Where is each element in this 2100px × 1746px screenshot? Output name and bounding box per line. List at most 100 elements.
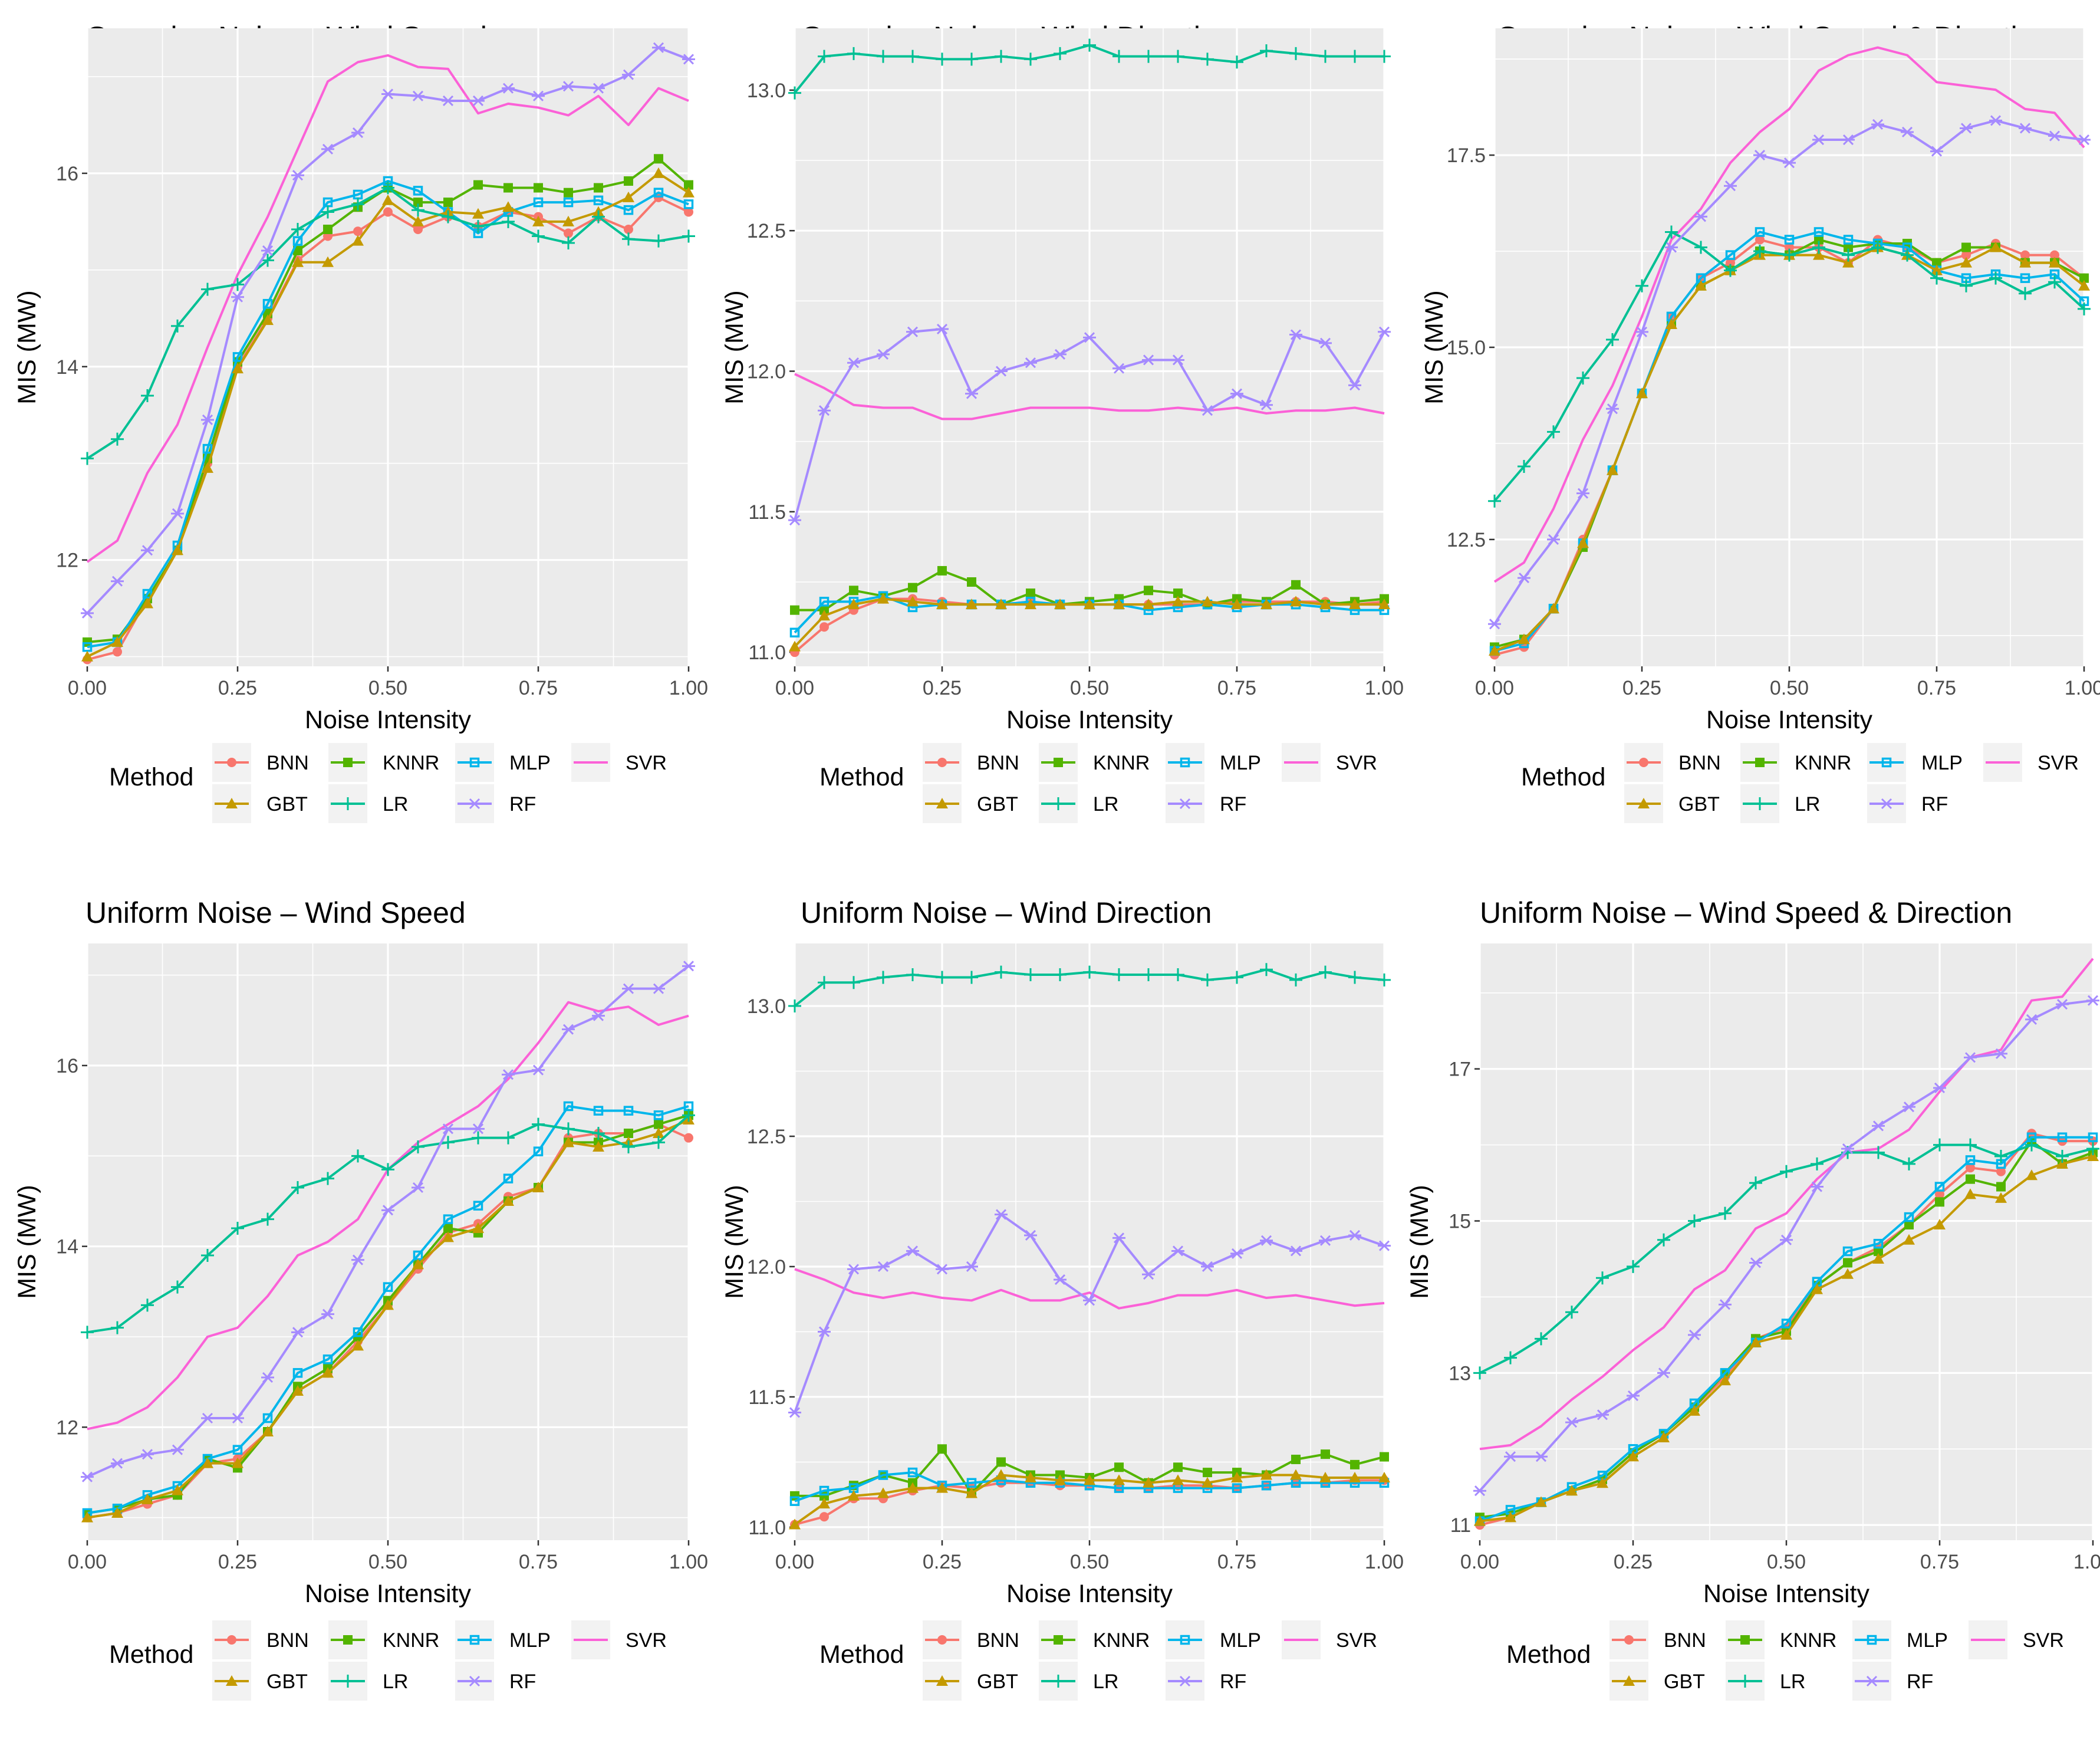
data-point-knnr [1843,1258,1852,1268]
data-point-rf [532,90,545,101]
data-point-gbt [1548,603,1559,614]
data-point-lr [1665,225,1678,239]
data-point-lr [1230,55,1243,69]
data-point-lr [1811,1157,1823,1170]
data-point-rf [682,54,695,65]
data-point-gbt [1202,596,1213,607]
legend-item-bnn: BNN [923,743,1019,782]
data-point-rf [1348,380,1361,391]
data-point-mlp [789,1496,800,1506]
legend-title: Method [819,763,904,791]
data-point-knnr [323,224,333,234]
data-point-lr [1378,973,1391,987]
legend-item-bnn: BNN [212,743,309,782]
y-tick-label: 12.5 [1447,529,1486,551]
data-point-bnn [564,228,573,238]
legend-label: KNNR [1780,1629,1836,1652]
legend-item-bnn: BNN [1609,1620,1706,1659]
legend-label: SVR [626,752,667,774]
data-point-lr [818,50,831,63]
data-point-rf [1083,1295,1096,1306]
data-point-gbt [1378,1471,1390,1482]
x-tick-label: 1.00 [2065,677,2100,699]
data-point-mlp [443,1214,453,1224]
legend-label: SVR [1336,752,1377,774]
data-point-rf [562,1024,575,1035]
legend-item-mlp: MLP [455,1620,551,1659]
legend-key-marker [1639,758,1648,767]
data-point-gbt [818,610,830,621]
data-point-mlp [232,352,243,362]
data-point-lr [1348,971,1361,984]
series-svr [86,54,689,563]
data-point-lr [1724,264,1737,277]
data-point-rf [1083,332,1096,343]
data-point-gbt [1349,599,1361,610]
data-point-mlp [533,197,544,208]
data-point-gbt [1172,1474,1184,1485]
data-point-gbt [1349,1471,1361,1482]
data-point-rf [1054,348,1067,360]
data-point-lr [1201,52,1214,66]
data-point-gbt [81,1511,93,1523]
data-point-mlp [1813,227,1824,237]
data-point-lr [2019,287,2032,300]
data-point-lr [1054,968,1067,982]
data-point-gbt [1378,599,1390,610]
data-point-mlp [2088,1132,2098,1142]
data-point-gbt [1960,257,1972,268]
series-gbt [81,167,694,662]
data-point-bnn [684,207,693,217]
data-point-gbt [111,1507,123,1518]
data-point-rf [1783,157,1796,169]
x-tick-label: 0.50 [1770,677,1809,699]
data-point-knnr [534,183,543,193]
data-point-knnr [790,605,799,615]
data-point-rf [1488,619,1501,630]
data-point-bnn [113,647,122,657]
series-gbt [789,593,1390,652]
data-point-bnn [1785,242,1794,252]
data-point-gbt [1172,596,1184,607]
data-point-gbt [1780,1329,1792,1340]
data-point-rf [652,42,665,53]
data-point-lr [1994,1149,2007,1163]
y-tick-label: 12 [56,1416,78,1439]
series-line-svr [794,1268,1385,1310]
data-point-knnr [996,1457,1006,1467]
data-point-lr [141,389,154,402]
legend-item-bnn: BNN [212,1620,309,1659]
data-point-gbt [1260,1469,1272,1480]
data-point-lr [381,181,394,195]
data-point-gbt [322,1367,334,1378]
legend-label: GBT [1664,1671,1705,1693]
legend-label: RF [1220,1671,1246,1693]
legend-label: GBT [977,793,1018,816]
data-point-knnr [2079,273,2089,283]
data-point-mlp [1873,1238,1884,1249]
data-point-rf [1260,1235,1273,1246]
data-point-lr [1473,1366,1486,1380]
legend-label: RF [509,1671,536,1693]
x-tick-label: 0.25 [1614,1551,1653,1573]
data-point-rf [201,414,214,426]
data-point-bnn [1726,258,1735,268]
data-point-mlp [653,188,664,198]
data-point-rf [1994,1048,2007,1059]
y-tick-label: 11.0 [748,1517,786,1539]
series-line-mlp [1479,1136,2093,1523]
legend-label: LR [1093,793,1118,816]
legend: Method BNN KNNR MLP SVR GBT LR RF [109,743,667,823]
data-point-rf [1142,1269,1155,1280]
legend-key-marker [936,798,948,808]
legend-key-marker [227,1635,236,1645]
data-point-gbt [2019,257,2031,268]
data-point-knnr [1114,1462,1124,1472]
legend-item-gbt: GBT [923,784,1018,823]
data-point-gbt [1964,1188,1976,1199]
legend-item-svr: SVR [1983,743,2079,782]
data-point-mlp [202,443,213,454]
data-point-mlp [563,197,574,208]
data-point-rf [1635,326,1648,337]
